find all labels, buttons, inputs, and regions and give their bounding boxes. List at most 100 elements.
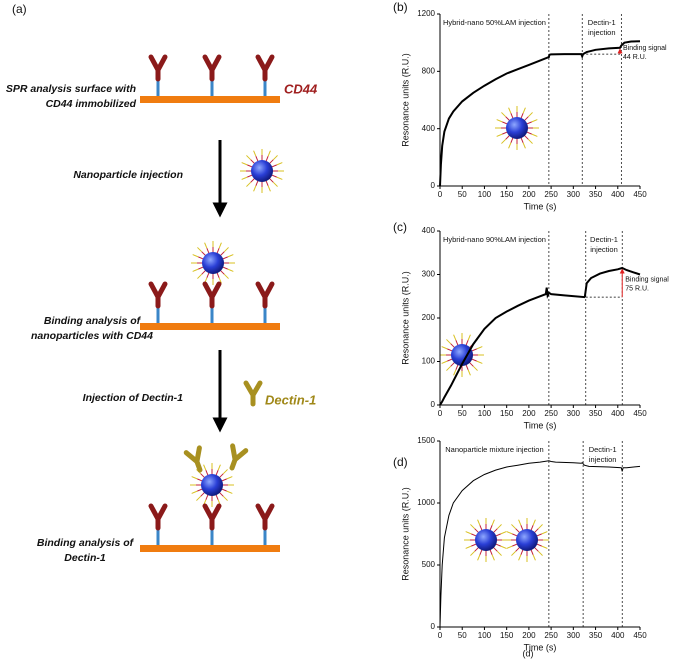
nanoparticle bbox=[239, 148, 285, 194]
cd44 bbox=[258, 57, 272, 96]
x-tick-label: 0 bbox=[438, 409, 443, 418]
sensor-surface bbox=[140, 323, 280, 330]
annotation: injection bbox=[590, 245, 618, 254]
panel-label: (d) bbox=[393, 455, 408, 469]
arrow-text: Injection of Dectin-1 bbox=[83, 392, 184, 404]
x-tick-label: 400 bbox=[611, 631, 625, 640]
y-tick-label: 0 bbox=[431, 400, 436, 409]
y-axis-label: Resonance units (R.U.) bbox=[400, 487, 410, 581]
annotation: Binding signal bbox=[623, 45, 667, 52]
cd44 bbox=[151, 57, 165, 96]
x-tick-label: 100 bbox=[478, 631, 492, 640]
annotation: injection bbox=[589, 455, 617, 464]
x-tick-label: 250 bbox=[544, 631, 558, 640]
y-tick-label: 1200 bbox=[417, 9, 435, 18]
x-tick-label: 150 bbox=[500, 190, 514, 199]
x-tick-label: 350 bbox=[589, 409, 603, 418]
chart: (b) 0 400 800 1200 0 50 100 150 200 250 300 350 400 45… bbox=[393, 0, 667, 211]
y-tick-label: 300 bbox=[422, 270, 436, 279]
x-axis-label: Time (s) bbox=[524, 420, 557, 430]
receptor-label: CD44 bbox=[284, 81, 318, 96]
dectin-1 bbox=[186, 448, 206, 473]
x-tick-label: 50 bbox=[458, 190, 467, 199]
x-tick-label: 100 bbox=[478, 409, 492, 418]
y-axis-label: Resonance units (R.U.) bbox=[400, 271, 410, 365]
annotation: Dectin-1 bbox=[589, 445, 617, 454]
y-tick-label: 200 bbox=[422, 313, 436, 322]
y-tick-label: 1500 bbox=[417, 436, 435, 445]
data-line bbox=[439, 460, 641, 628]
dectin-1 bbox=[225, 446, 245, 471]
annotation: 75 R.U. bbox=[625, 285, 649, 292]
y-tick-label: 500 bbox=[422, 560, 436, 569]
data-line bbox=[439, 40, 641, 187]
y-tick-label: 1000 bbox=[417, 498, 435, 507]
x-tick-label: 250 bbox=[544, 190, 558, 199]
x-tick-label: 200 bbox=[522, 631, 536, 640]
y-tick-label: 0 bbox=[431, 181, 436, 190]
annotation: injection bbox=[588, 28, 616, 37]
annotation: Hybrid-nano 50%LAM injection bbox=[443, 18, 546, 27]
y-axis-label: Resonance units (R.U.) bbox=[400, 53, 410, 147]
x-tick-label: 200 bbox=[522, 409, 536, 418]
data-line bbox=[439, 266, 641, 406]
panel-label: (a) bbox=[12, 2, 27, 16]
nanoparticle bbox=[463, 517, 509, 563]
annotation: Nanoparticle mixture injection bbox=[445, 445, 543, 454]
x-tick-label: 100 bbox=[478, 190, 492, 199]
nanoparticle bbox=[190, 240, 236, 286]
nanoparticle bbox=[494, 105, 540, 151]
panel-label: (c) bbox=[393, 220, 407, 234]
x-tick-label: 150 bbox=[500, 409, 514, 418]
step-text: CD44 immobilized bbox=[46, 98, 137, 110]
annotation: Hybrid-nano 90%LAM injection bbox=[443, 235, 546, 244]
sensor-surface bbox=[140, 545, 280, 552]
cd44 bbox=[258, 506, 272, 545]
x-tick-label: 350 bbox=[589, 631, 603, 640]
step-text: Binding analysis of bbox=[37, 537, 135, 549]
x-tick-label: 250 bbox=[544, 409, 558, 418]
x-tick-label: 350 bbox=[589, 190, 603, 199]
annotation: Dectin-1 bbox=[588, 18, 616, 27]
nanoparticle bbox=[504, 517, 550, 563]
x-axis-label: Time (s) bbox=[524, 642, 557, 652]
y-tick-label: 0 bbox=[431, 622, 436, 631]
sensor-surface bbox=[140, 96, 280, 103]
x-tick-label: 150 bbox=[500, 631, 514, 640]
y-tick-label: 400 bbox=[422, 226, 436, 235]
x-tick-label: 450 bbox=[633, 631, 647, 640]
annotation: Binding signal bbox=[625, 276, 669, 283]
x-tick-label: 50 bbox=[458, 631, 467, 640]
x-axis-label: Time (s) bbox=[524, 201, 557, 211]
step-text: Dectin-1 bbox=[64, 552, 106, 564]
x-tick-label: 450 bbox=[633, 190, 647, 199]
x-tick-label: 450 bbox=[633, 409, 647, 418]
x-tick-label: 400 bbox=[611, 190, 625, 199]
step-text: SPR analysis surface with bbox=[6, 83, 136, 95]
panel-label: (b) bbox=[393, 0, 408, 14]
annotation: Dectin-1 bbox=[590, 235, 618, 244]
x-tick-label: 200 bbox=[522, 190, 536, 199]
x-tick-label: 50 bbox=[458, 409, 467, 418]
nanoparticle bbox=[189, 462, 235, 508]
annotation: 44 R.U. bbox=[623, 54, 647, 61]
x-tick-label: 300 bbox=[567, 409, 581, 418]
arrow-text: Nanoparticle injection bbox=[73, 169, 183, 181]
y-tick-label: 100 bbox=[422, 357, 436, 366]
step-text: nanoparticles with CD44 bbox=[31, 330, 153, 342]
x-tick-label: 300 bbox=[567, 190, 581, 199]
cd44 bbox=[151, 284, 165, 323]
cd44 bbox=[205, 284, 219, 323]
dectin-1 bbox=[246, 383, 260, 404]
y-tick-label: 800 bbox=[422, 66, 436, 75]
footer-label: (d) bbox=[523, 648, 534, 658]
x-tick-label: 300 bbox=[567, 631, 581, 640]
cd44 bbox=[258, 284, 272, 323]
cd44 bbox=[151, 506, 165, 545]
x-tick-label: 400 bbox=[611, 409, 625, 418]
ligand-label: Dectin-1 bbox=[265, 392, 316, 407]
cd44 bbox=[205, 506, 219, 545]
schematic: (a) SPR analysis surface with CD44 immob… bbox=[6, 2, 318, 564]
x-tick-label: 0 bbox=[438, 190, 443, 199]
